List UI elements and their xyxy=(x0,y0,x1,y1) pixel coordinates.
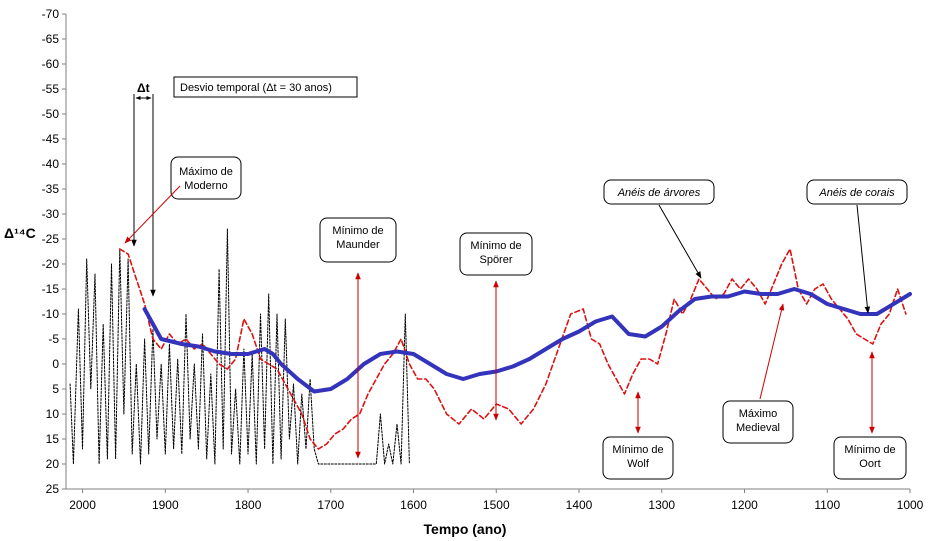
y-tick-label: -55 xyxy=(42,82,60,96)
y-tick-label: 25 xyxy=(46,482,60,496)
aneis-corais-arrow xyxy=(856,204,871,314)
y-tick-label: -20 xyxy=(42,257,60,271)
y-tick-label: -25 xyxy=(42,232,60,246)
x-tick-label: 1900 xyxy=(152,498,179,512)
aneis-arvores-label: Anéis de árvores xyxy=(617,187,701,199)
annotations: Desvio temporal (Δt = 30 anos) Δt Máximo… xyxy=(124,76,908,480)
y-tick-label: -65 xyxy=(42,32,60,46)
x-tick-label: 1100 xyxy=(814,498,840,512)
series-line-sunspot-dotted xyxy=(69,228,410,465)
aneis-corais-box xyxy=(806,179,908,205)
minimo-oort-line2: Oort xyxy=(859,458,880,470)
y-tick-label: -50 xyxy=(42,107,60,121)
y-tick-label: 15 xyxy=(46,432,60,446)
maximo-medieval-line2: Medieval xyxy=(736,422,780,434)
maximo-medieval-box xyxy=(722,400,794,444)
minimo-sporer-box xyxy=(459,232,533,276)
aneis-arvores-box xyxy=(603,179,715,205)
y-tick-label: -15 xyxy=(42,282,60,296)
minimo-sporer-line2: Spörer xyxy=(479,254,512,266)
x-tick-label: 1600 xyxy=(400,498,427,512)
maximo-medieval-line1: Máximo xyxy=(739,408,778,420)
x-tick-label: 1500 xyxy=(483,498,510,512)
series-layer xyxy=(69,228,912,465)
x-tick-label: 1400 xyxy=(566,498,593,512)
y-tick-label: 0 xyxy=(52,357,59,371)
y-axis-ticks: -70-65-60-55-50-45-40-35-30-25-20-15-10-… xyxy=(42,7,66,496)
maximo-moderno-box xyxy=(170,156,242,200)
minimo-sporer-line1: Mínimo de xyxy=(470,240,521,252)
aneis-arvores-arrow xyxy=(658,204,702,279)
y-tick-label: -45 xyxy=(42,132,60,146)
y-axis-title: Δ¹⁴C xyxy=(4,225,36,241)
y-tick-label: 10 xyxy=(46,407,60,421)
series-line-coral-tree xyxy=(142,287,912,394)
series-line-red-dashed xyxy=(119,248,907,450)
minimo-wolf-line1: Mínimo de xyxy=(612,444,663,456)
y-tick-label: -40 xyxy=(42,157,60,171)
y-tick-label: -5 xyxy=(48,332,59,346)
x-tick-label: 2000 xyxy=(69,498,96,512)
minimo-maunder-line2: Maunder xyxy=(336,239,380,251)
y-tick-label: 5 xyxy=(52,382,59,396)
desvio-temporal-box xyxy=(173,76,358,98)
y-tick-label: 20 xyxy=(46,457,60,471)
x-axis-ticks: 2000 1900 1800 1700 1600 1500 1400 1300 1200 1100… xyxy=(69,489,924,512)
x-tick-label: 1300 xyxy=(648,498,675,512)
minimo-oort-line1: Mínimo de xyxy=(844,444,895,456)
minimo-maunder-box xyxy=(319,217,397,263)
y-tick-label: -30 xyxy=(42,207,60,221)
maximo-moderno-arrow xyxy=(124,185,181,244)
x-tick-label: 1000 xyxy=(897,498,924,512)
y-tick-label: -10 xyxy=(42,307,60,321)
y-tick-label: -70 xyxy=(42,7,60,21)
delta-t-label: Δt xyxy=(137,81,150,95)
y-tick-label: -60 xyxy=(42,57,60,71)
maximo-moderno-line1: Máximo de xyxy=(179,166,233,178)
x-axis-title: Tempo (ano) xyxy=(424,521,507,537)
maximo-medieval-arrow xyxy=(759,303,785,400)
aneis-corais-label: Anéis de corais xyxy=(818,187,895,199)
minimo-wolf-line2: Wolf xyxy=(627,458,650,470)
x-tick-label: 1800 xyxy=(235,498,262,512)
minimo-oort-box xyxy=(833,436,907,480)
minimo-maunder-line1: Mínimo de xyxy=(332,225,383,237)
desvio-temporal-label: Desvio temporal (Δt = 30 anos) xyxy=(180,82,332,94)
x-tick-label: 1700 xyxy=(317,498,344,512)
x-tick-label: 1200 xyxy=(731,498,758,512)
minimo-wolf-box xyxy=(602,436,674,480)
y-tick-label: -35 xyxy=(42,182,60,196)
plot-area xyxy=(65,14,910,490)
maximo-moderno-line2: Moderno xyxy=(184,180,227,192)
